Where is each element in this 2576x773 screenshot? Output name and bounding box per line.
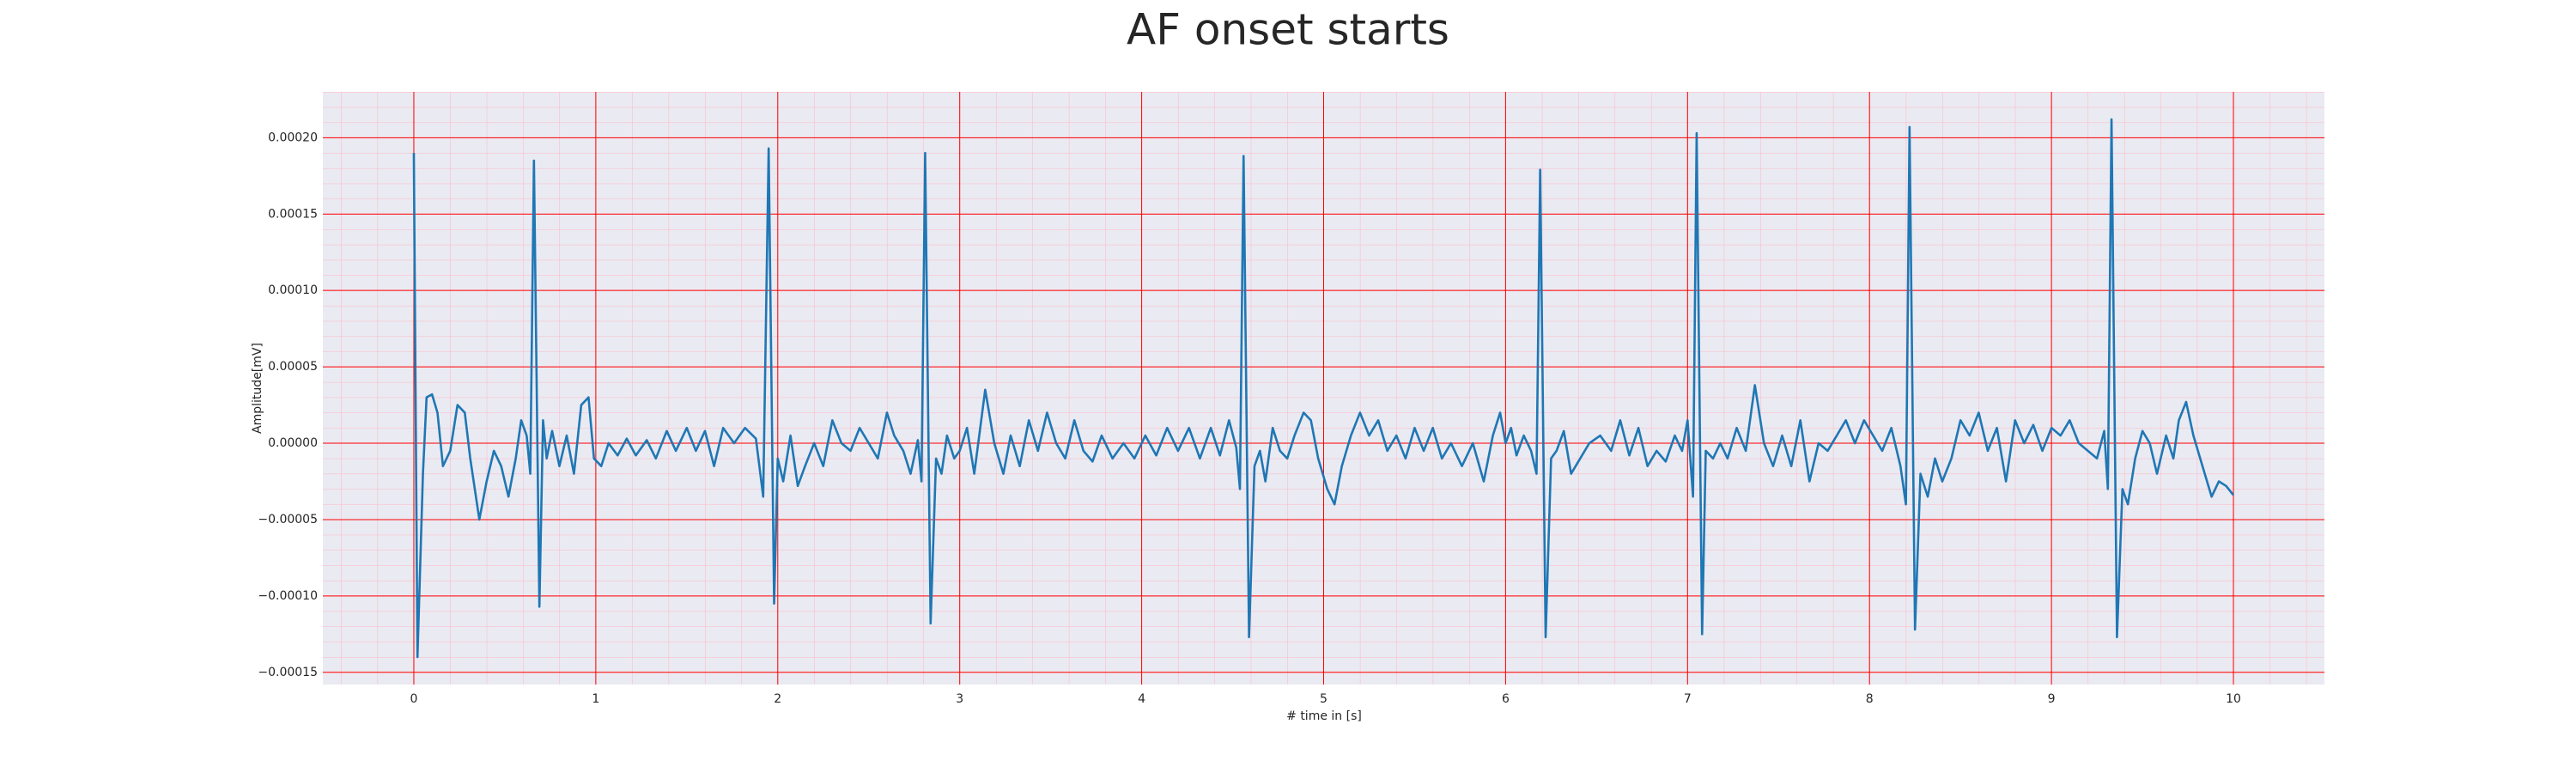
- y-tick-label: 0.00005: [268, 360, 318, 374]
- x-tick-label: 8: [1866, 692, 1874, 706]
- x-tick-label: 10: [2226, 692, 2241, 706]
- y-tick-label: −0.00005: [258, 513, 318, 526]
- y-tick-label: −0.00010: [258, 589, 318, 603]
- x-tick-label: 1: [592, 692, 599, 706]
- x-tick-label: 0: [410, 692, 417, 706]
- chart-title: AF onset starts: [1127, 5, 1449, 55]
- x-tick-label: 6: [1502, 692, 1510, 706]
- y-tick-label: 0.00015: [268, 207, 318, 221]
- x-tick-label: 7: [1684, 692, 1692, 706]
- y-tick-label: 0.00000: [268, 436, 318, 450]
- y-tick-label: 0.00020: [268, 131, 318, 144]
- y-axis-label: Amplitude[mV]: [251, 343, 264, 434]
- x-axis-label: # time in [s]: [1286, 709, 1362, 723]
- x-tick-label: 4: [1138, 692, 1145, 706]
- x-tick-label: 3: [956, 692, 963, 706]
- x-tick-label: 9: [2048, 692, 2056, 706]
- x-tick-label: 2: [774, 692, 781, 706]
- y-tick-label: −0.00015: [258, 666, 318, 679]
- y-tick-label: 0.00010: [268, 283, 318, 297]
- signal-line: [412, 118, 2235, 659]
- x-tick-label: 5: [1320, 692, 1327, 706]
